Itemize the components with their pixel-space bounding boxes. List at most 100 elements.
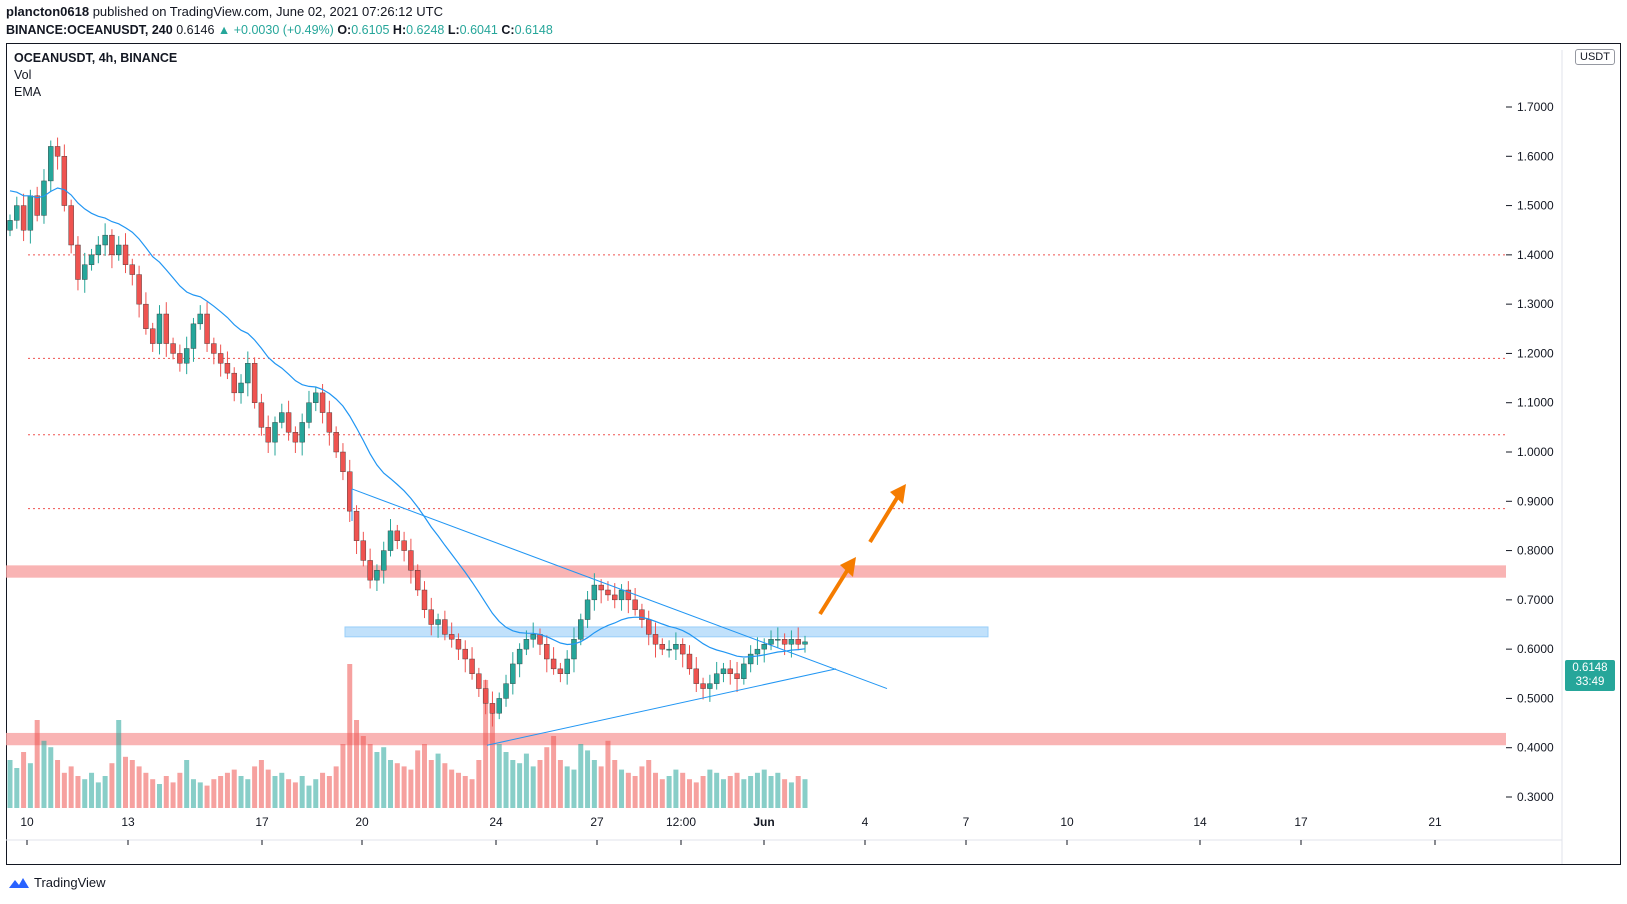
bar-countdown: 33:49 [1575, 676, 1605, 688]
candle-body [510, 663, 516, 684]
volume-bar [354, 720, 360, 808]
candle-body [88, 254, 95, 265]
candle-body [489, 703, 496, 714]
current-price: 0.6148 [1572, 662, 1608, 674]
volume-bar [748, 776, 754, 808]
symbol-line: BINANCE:OCEANUSDT, 240 [6, 23, 173, 37]
volume-bar [360, 736, 366, 808]
volume-bar [693, 782, 699, 808]
volume-bar [177, 772, 183, 808]
candle-body [679, 644, 686, 655]
volume-bar [381, 747, 387, 808]
volume-bar [367, 744, 373, 808]
candle-body [374, 570, 380, 581]
legend-ema[interactable]: EMA [14, 85, 42, 99]
candle-body [116, 244, 122, 256]
candle-body [530, 634, 536, 640]
legend-title[interactable]: OCEANUSDT, 4h, BINANCE [14, 51, 178, 65]
candle-body [639, 609, 645, 620]
candle-body [673, 644, 679, 650]
candle-body [720, 668, 727, 674]
candle-body [693, 668, 699, 684]
volume-bar [585, 750, 591, 808]
candle-body [170, 343, 176, 354]
candle-body [306, 402, 312, 423]
candle-body [251, 363, 258, 403]
candle-body [652, 634, 659, 645]
candle-body [353, 510, 360, 541]
volume-bar [530, 766, 536, 808]
candle-body [190, 323, 197, 349]
x-tick-label: 7 [963, 815, 970, 829]
volume-bar [123, 756, 129, 808]
volume-bar [754, 772, 760, 808]
y-tick-label: 1.4000 [1517, 248, 1554, 262]
candle-body [61, 156, 68, 206]
footer-brand[interactable]: TradingView [8, 875, 106, 890]
volume-bar [666, 776, 672, 808]
candle-body [238, 382, 244, 394]
volume-bar [625, 772, 631, 808]
volume-bar [421, 744, 427, 808]
volume-bar [510, 760, 516, 808]
forecast-arrow [868, 491, 902, 544]
volume-bar [41, 740, 47, 808]
volume-bar [7, 760, 13, 808]
volume-bar [741, 779, 747, 808]
candle-body [428, 609, 434, 625]
volume-bar [428, 760, 434, 808]
currency-unit-button[interactable]: USDT [1575, 49, 1615, 65]
forecast-arrow [818, 564, 852, 616]
candle-body [7, 220, 13, 231]
open-value: 0.6105 [351, 23, 390, 37]
volume-bar [619, 769, 625, 808]
y-tick-label: 1.0000 [1517, 445, 1554, 459]
candle-body [224, 363, 231, 374]
volume-bar [272, 776, 278, 808]
volume-bar [238, 776, 244, 808]
legend-vol[interactable]: Vol [14, 68, 32, 82]
candle-body [788, 639, 795, 645]
ascending-trendline [486, 668, 837, 746]
volume-bar [279, 772, 285, 808]
y-tick-label: 0.7000 [1517, 593, 1554, 607]
volume-bar [82, 779, 88, 808]
candle-body [204, 313, 210, 344]
candle-body [598, 584, 604, 591]
volume-bar [55, 760, 61, 808]
last-price: 0.6146 [176, 23, 215, 37]
candle-body [713, 673, 720, 684]
candle-body [20, 205, 27, 231]
candle-body [632, 599, 638, 610]
volume-bar [435, 753, 441, 808]
high-label: H: [392, 23, 407, 37]
current-price-tag: 0.6148 33:49 [1565, 660, 1615, 691]
x-tick-label: 10 [1060, 815, 1074, 829]
candle-body [707, 683, 713, 689]
publish-header: plancton0618 published on TradingView.co… [6, 3, 553, 39]
volume-bar [27, 763, 33, 808]
y-tick-label: 0.5000 [1517, 691, 1554, 705]
candle-body [340, 451, 346, 472]
y-tick-label: 0.4000 [1517, 741, 1554, 755]
candle-body [285, 412, 292, 433]
volume-bar [231, 769, 237, 808]
candle-body [544, 644, 550, 660]
candle-body [462, 648, 468, 660]
candle-body [754, 648, 761, 655]
chart-frame[interactable] [6, 43, 1621, 865]
sr-zone [6, 732, 1506, 746]
candle-body [775, 639, 781, 641]
publisher-user[interactable]: plancton0618 [6, 4, 90, 19]
volume-bar [598, 766, 604, 808]
candle-body [802, 641, 808, 645]
y-tick-label: 1.5000 [1517, 199, 1554, 213]
volume-bar [129, 760, 135, 808]
volume-bar [306, 785, 312, 808]
volume-bar [537, 760, 543, 808]
volume-bar [109, 763, 115, 808]
volume-bar [156, 784, 162, 808]
volume-bar [591, 760, 597, 808]
candle-body [557, 668, 564, 674]
